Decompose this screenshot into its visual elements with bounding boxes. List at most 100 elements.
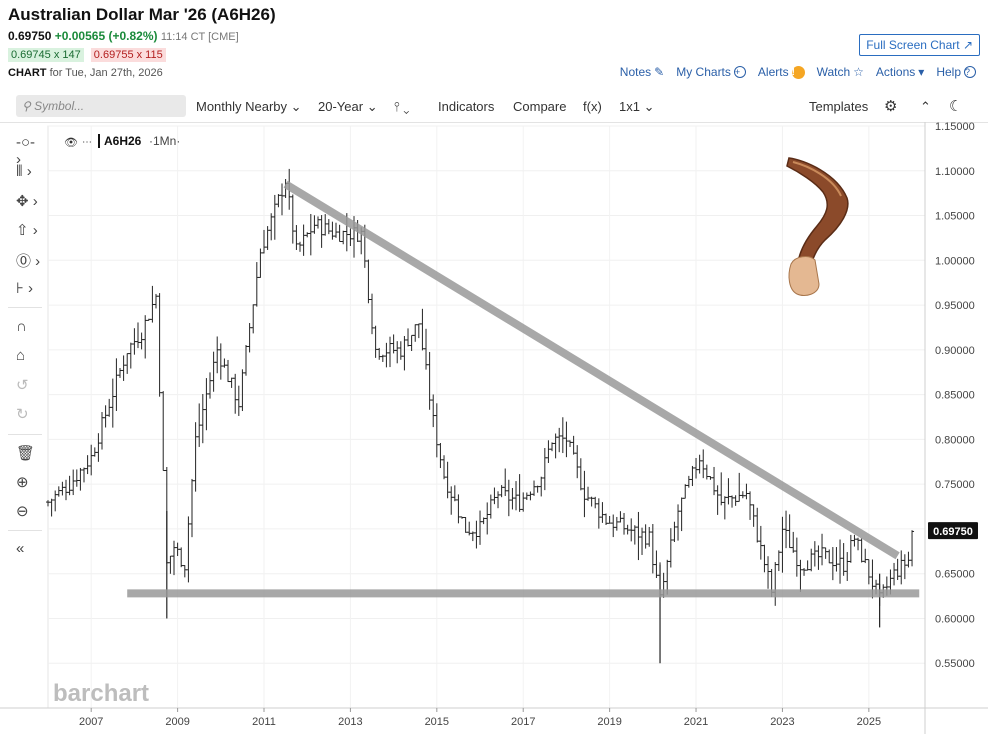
redo-icon[interactable]: ↻ (16, 406, 29, 423)
symbol-search-input[interactable]: ⚲ Symbol... (16, 95, 186, 117)
y-axis: 1.15000 1.10000 1.05000 1.00000 0.95000 0.900… (924, 122, 978, 734)
layout-dropdown[interactable]: 1x1 ⌄ (619, 99, 655, 115)
gear-icon[interactable]: ⚙ (884, 98, 898, 115)
zoom-out-icon[interactable]: ⊖ (16, 503, 29, 520)
collapse-icon[interactable]: ⌃ (920, 99, 931, 114)
chevron-down-icon: ⌄ (643, 99, 655, 114)
mycharts-label: My Charts (676, 65, 731, 79)
fib-icon[interactable]: ⊦ › (16, 280, 33, 297)
x-tick-label: 2021 (684, 716, 708, 728)
undo-icon[interactable]: ↺ (16, 377, 29, 394)
legend-marker (98, 134, 100, 148)
watch-label: Watch (816, 65, 851, 79)
y-tick-label: 1.00000 (935, 255, 975, 267)
templates-button[interactable]: Templates (809, 99, 869, 114)
ask-value: 0.69755 x 115 (90, 48, 166, 62)
lock-icon[interactable]: ⌂ (16, 347, 26, 364)
alerts-label: Alerts (757, 65, 789, 79)
fullscreen-button[interactable]: Full Screen Chart ↗ (859, 34, 980, 56)
compare-button[interactable]: Compare (513, 99, 567, 114)
indicators-button[interactable]: Indicators (438, 99, 495, 114)
chart-type-dropdown[interactable]: ⫯ ⌄ (394, 99, 409, 115)
range-label: 20-Year (318, 99, 364, 114)
y-tick-label: 0.55000 (935, 658, 975, 670)
notes-link[interactable]: Notes ✎ (620, 65, 664, 79)
pencil-icon: ✎ (654, 65, 665, 79)
plus-icon: + (733, 66, 746, 78)
arrow-icon[interactable]: ⇧ › (16, 222, 38, 239)
crosshair-icon[interactable]: -○- › (16, 134, 36, 168)
last-price: 0.69750 (8, 29, 52, 43)
sidebar-divider (8, 530, 42, 531)
y-tick-label: 1.15000 (935, 122, 975, 133)
eye-icon[interactable]: 👁 (64, 137, 78, 149)
star-icon: ☆ (853, 65, 864, 79)
legend: 👁 ⋯ A6H26 ·1Mn· (64, 134, 180, 149)
quote-time: 11:14 CT [CME] (160, 31, 239, 43)
watermark: barchart (53, 680, 149, 707)
last-price-box (928, 522, 978, 540)
actions-link[interactable]: Actions ▾ (876, 65, 924, 79)
price-bars (46, 168, 915, 664)
more-icon[interactable]: ⋯ (82, 137, 92, 148)
y-tick-label: 0.60000 (935, 613, 975, 625)
alerts-link[interactable]: Alerts! (758, 65, 805, 79)
fx-button[interactable]: f(x) (583, 99, 602, 114)
bid-ask: 0.69745 x 147 0.69755 x 115 (8, 48, 166, 62)
watch-link[interactable]: Watch ☆ (817, 65, 864, 79)
alert-icon: ! (791, 65, 805, 79)
y-tick-label: 0.65000 (935, 569, 975, 581)
last-price-label: 0.69750 (933, 526, 973, 538)
x-tick-label: 2019 (597, 716, 621, 728)
y-tick-label: 0.75000 (935, 479, 975, 491)
y-tick-label: 1.05000 (935, 211, 975, 223)
chart-date-text: for Tue, Jan 27th, 2026 (49, 67, 163, 79)
range-dropdown[interactable]: 20-Year ⌄ (318, 99, 378, 115)
bid-value: 0.69745 x 147 (8, 48, 84, 62)
y-tick-label: 0.80000 (935, 434, 975, 446)
theme-icon[interactable]: ☾ (949, 98, 963, 115)
circle-icon[interactable]: ⓪ › (16, 253, 41, 270)
x-tick-label: 2015 (425, 716, 449, 728)
x-tick-label: 2009 (165, 716, 189, 728)
sidebar-divider (8, 307, 42, 308)
period-dropdown[interactable]: Monthly Nearby ⌄ (196, 99, 302, 115)
chart-date: CHART for Tue, Jan 27th, 2026 (8, 67, 163, 79)
mycharts-link[interactable]: My Charts + (676, 65, 746, 79)
sidebar-divider (8, 434, 42, 435)
x-tick-label: 2011 (252, 716, 276, 728)
period-label: Monthly Nearby (196, 99, 288, 114)
legend-interval: ·1Mn· (149, 134, 180, 148)
x-tick-label: 2017 (511, 716, 535, 728)
chevron-down-icon: ⌄ (290, 99, 302, 114)
price-change: +0.00565 (+0.82%) (54, 29, 158, 43)
bars-icon[interactable]: ⦀ › (16, 163, 32, 180)
bars-icon: ⫯ (394, 99, 400, 114)
page-title: Australian Dollar Mar '26 (A6H26) (8, 5, 276, 24)
magnet-icon[interactable]: ∩ (16, 318, 27, 335)
search-placeholder: Symbol... (34, 99, 85, 113)
y-tick-label: 1.10000 (935, 166, 975, 178)
top-links: Notes ✎ My Charts + Alerts! Watch ☆ Actions… (620, 65, 976, 79)
trash-icon[interactable]: 🗑 (16, 445, 36, 462)
y-tick-label: 0.95000 (935, 300, 975, 312)
x-tick-label: 2025 (857, 716, 881, 728)
chevron-down-icon: ⌄ (403, 99, 410, 114)
zoom-in-icon[interactable]: ⊕ (16, 474, 29, 491)
help-link[interactable]: Help? (936, 65, 976, 79)
x-tick-label: 2023 (770, 716, 794, 728)
trendline (283, 180, 900, 560)
external-arrow-icon: ↗ (962, 38, 973, 52)
x-axis: 2007 2009 2011 2013 2015 2017 2019 2021 2023 2025 (0, 707, 988, 728)
caret-down-icon: ▾ (918, 65, 925, 79)
chart-toolbar: ⚲ Symbol... Monthly Nearby ⌄ 20-Year ⌄ ⫯… (0, 92, 988, 123)
quote-line: 0.69750 +0.00565 (+0.82%) 11:14 CT [CME] (8, 29, 239, 43)
collapse-sidebar-icon[interactable]: « (16, 540, 25, 557)
fullscreen-label: Full Screen Chart (866, 38, 960, 52)
layout-label: 1x1 (619, 99, 640, 114)
question-icon: ? (964, 66, 976, 78)
price-chart[interactable]: 1.15000 1.10000 1.05000 1.00000 0.95000 0.900… (0, 122, 988, 734)
x-tick-label: 2013 (338, 716, 362, 728)
search-icon: ⚲ (22, 99, 35, 113)
draw-icon[interactable]: ✥ › (16, 193, 38, 210)
